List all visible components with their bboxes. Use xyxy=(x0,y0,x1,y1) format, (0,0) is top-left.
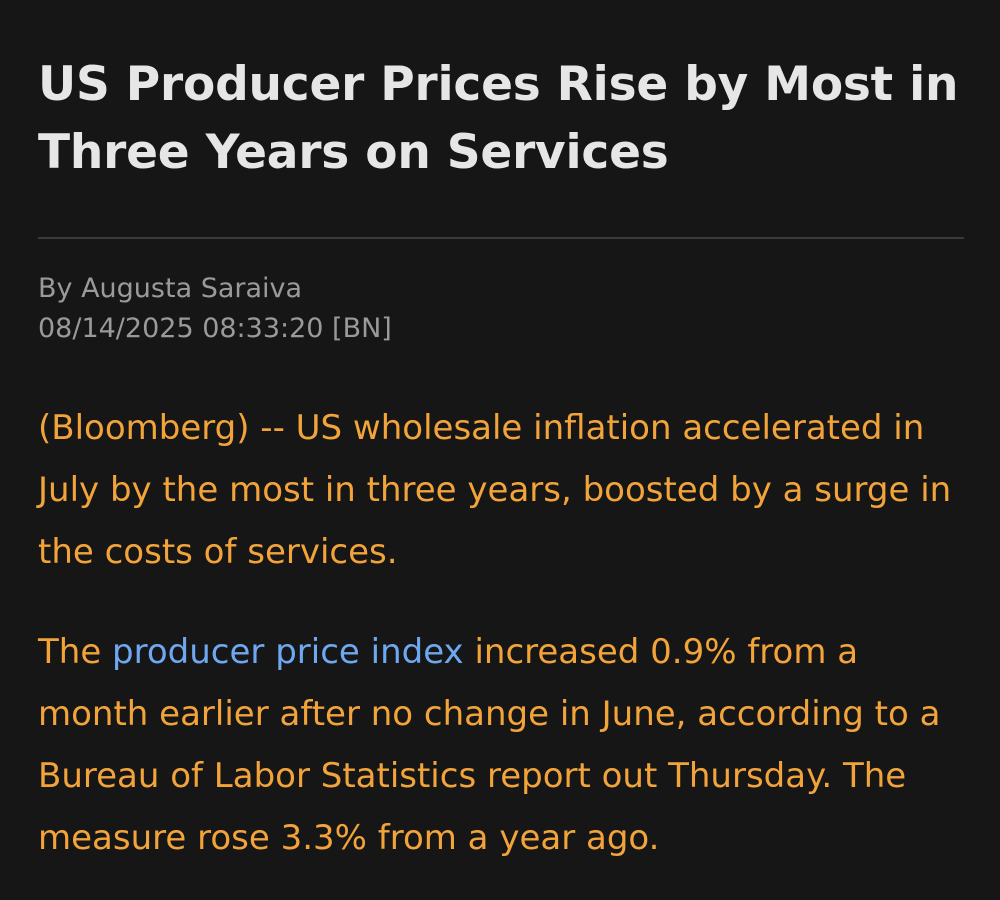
paragraph-2-suffix: increased 0.9% from a month earlier afte… xyxy=(38,632,941,858)
article-headline: US Producer Prices Rise by Most in Three… xyxy=(38,57,959,180)
article-timestamp: 08/14/2025 08:33:20 [BN] xyxy=(38,313,392,344)
article-paragraph-2: The producer price index increased 0.9% … xyxy=(38,621,964,869)
paragraph-2-prefix: The xyxy=(38,632,113,672)
article-byline: By Augusta Saraiva xyxy=(38,273,303,304)
headline-divider xyxy=(38,237,964,239)
news-article: US Producer Prices Rise by Most in Three… xyxy=(38,0,964,869)
article-meta: By Augusta Saraiva 08/14/2025 08:33:20 [… xyxy=(38,269,964,349)
producer-price-index-link[interactable]: producer price index xyxy=(112,632,464,672)
article-paragraph-1: (Bloomberg) -- US wholesale inflation ac… xyxy=(38,408,952,572)
